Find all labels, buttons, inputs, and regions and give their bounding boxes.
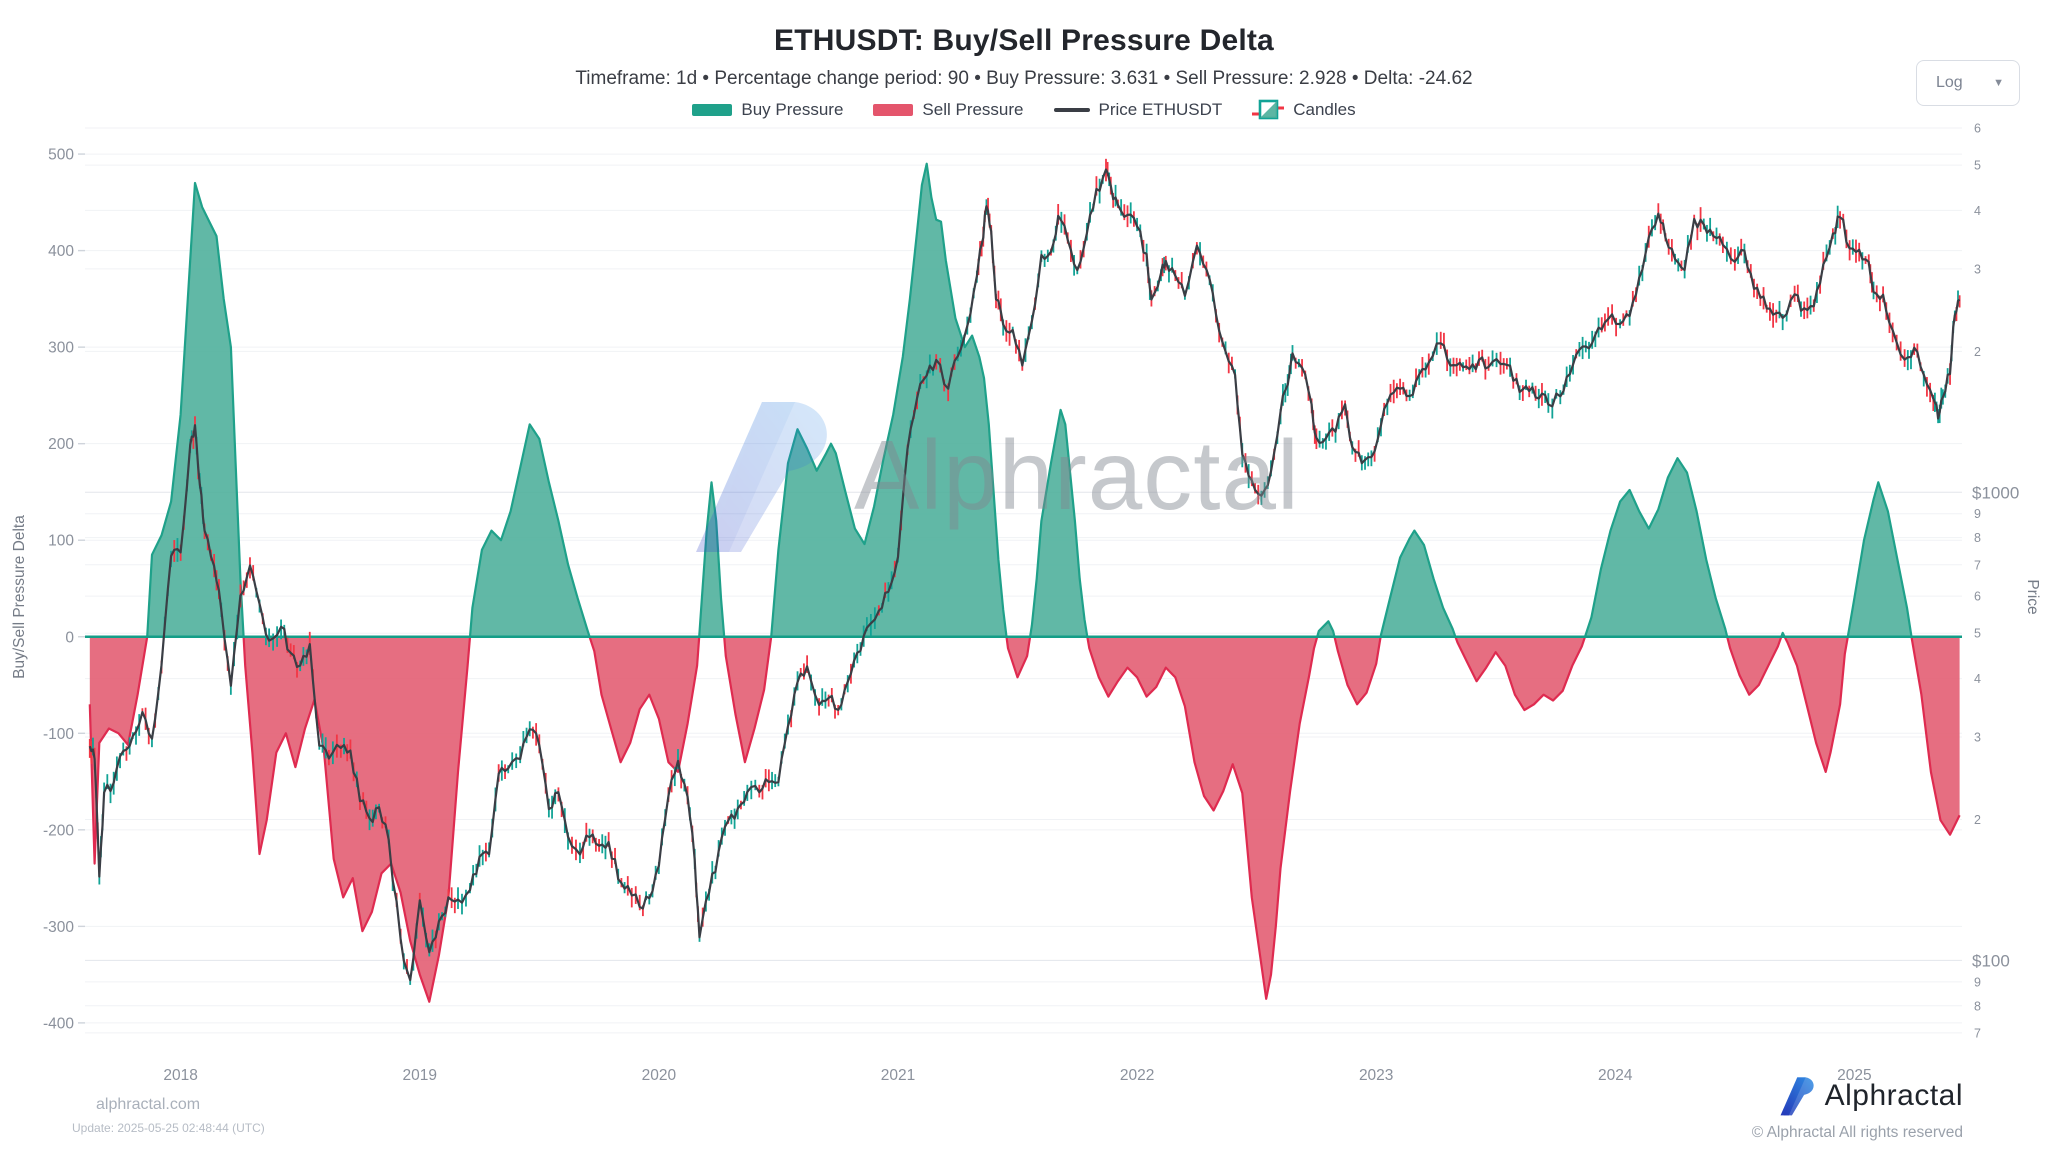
- svg-text:-200: -200: [43, 822, 74, 839]
- svg-text:7: 7: [1974, 1026, 1981, 1040]
- svg-text:2018: 2018: [163, 1067, 197, 1084]
- chart-subtitle: Timeframe: 1d • Percentage change period…: [575, 68, 1473, 89]
- svg-text:2023: 2023: [1359, 1067, 1393, 1084]
- svg-text:2024: 2024: [1598, 1067, 1633, 1084]
- svg-text:4: 4: [1974, 672, 1981, 686]
- alphractal-logo-icon: [1780, 1077, 1814, 1116]
- buy-swatch-icon: [692, 104, 733, 116]
- candles-icon: [1252, 99, 1285, 120]
- chevron-down-icon: ▼: [1993, 77, 2004, 89]
- svg-text:-300: -300: [43, 919, 74, 936]
- svg-text:$100: $100: [1972, 951, 2010, 970]
- svg-text:8: 8: [1974, 999, 1981, 1013]
- svg-text:2019: 2019: [403, 1067, 437, 1084]
- legend-label: Sell Pressure: [922, 100, 1024, 119]
- svg-text:0: 0: [65, 629, 74, 646]
- scale-dropdown[interactable]: Log ▼: [1916, 60, 2020, 106]
- legend-label: Buy Pressure: [741, 100, 844, 119]
- svg-text:500: 500: [48, 147, 74, 164]
- page-title: ETHUSDT: Buy/Sell Pressure Delta: [774, 24, 1274, 57]
- svg-text:7: 7: [1974, 558, 1981, 572]
- svg-text:2021: 2021: [881, 1067, 915, 1084]
- svg-text:4: 4: [1974, 204, 1981, 218]
- svg-text:$1000: $1000: [1972, 483, 2019, 502]
- legend-label: Price ETHUSDT: [1098, 100, 1223, 119]
- svg-text:5: 5: [1974, 159, 1981, 173]
- footer-update-timestamp: Update: 2025-05-25 02:48:44 (UTC): [72, 1121, 265, 1135]
- brand-text: Alphractal: [1824, 1079, 1963, 1112]
- svg-text:3: 3: [1974, 262, 1981, 276]
- svg-text:2: 2: [1974, 813, 1981, 827]
- legend: Buy Pressure Sell Pressure Price ETHUSDT…: [0, 98, 2048, 122]
- svg-text:100: 100: [48, 533, 74, 550]
- legend-item-candles[interactable]: Candles: [1252, 98, 1356, 122]
- svg-text:400: 400: [48, 243, 74, 260]
- legend-item-price[interactable]: Price ETHUSDT: [1053, 100, 1223, 120]
- brand: Alphractal: [1779, 1074, 1963, 1118]
- legend-item-buy-pressure[interactable]: Buy Pressure: [692, 100, 843, 120]
- legend-item-sell-pressure[interactable]: Sell Pressure: [873, 100, 1024, 120]
- footer-site-link[interactable]: alphractal.com: [96, 1096, 201, 1113]
- svg-text:300: 300: [48, 340, 74, 357]
- svg-text:9: 9: [1974, 975, 1981, 989]
- svg-text:5: 5: [1974, 627, 1981, 641]
- svg-text:6: 6: [1974, 590, 1981, 604]
- scale-dropdown-value: Log: [1936, 74, 1963, 91]
- svg-text:200: 200: [48, 436, 74, 453]
- svg-text:6: 6: [1974, 122, 1981, 136]
- svg-text:2022: 2022: [1120, 1067, 1154, 1084]
- svg-text:3: 3: [1974, 731, 1981, 745]
- sell-swatch-icon: [873, 104, 914, 116]
- copyright: © Alphractal All rights reserved: [1751, 1124, 1963, 1141]
- svg-text:-400: -400: [43, 1015, 74, 1032]
- svg-text:2020: 2020: [642, 1067, 677, 1084]
- svg-text:2: 2: [1974, 345, 1981, 359]
- price-line-icon: [1053, 108, 1090, 112]
- svg-text:2025: 2025: [1837, 1067, 1871, 1084]
- svg-text:8: 8: [1974, 531, 1981, 545]
- legend-label: Candles: [1293, 100, 1356, 119]
- svg-text:9: 9: [1974, 507, 1981, 521]
- svg-text:-100: -100: [43, 726, 74, 743]
